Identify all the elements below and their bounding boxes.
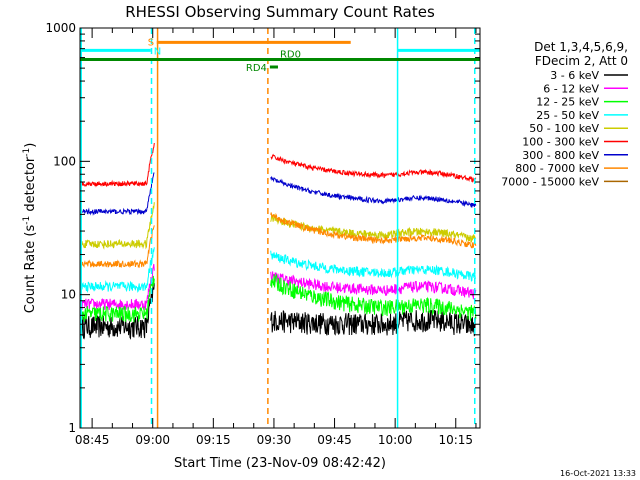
series-line-pre [81,142,155,188]
x-tick-label: 09:15 [196,433,231,447]
legend-entry-label: 12 - 25 keV [536,96,599,109]
series-line-post [270,250,477,282]
legend-entry-label: 50 - 100 keV [529,122,599,135]
y-label-sup-1: -1 [22,216,32,225]
x-tick-label: 09:45 [317,433,352,447]
series-line-post [270,153,477,183]
y-label-part-3: ) [23,143,38,148]
legend-entry-label: 25 - 50 keV [536,109,599,122]
y-label-sup-2: -1 [22,148,32,157]
flag-label: RD0 [280,50,301,61]
series-line-pre [81,225,155,269]
x-tick-label: 10:15 [438,433,473,447]
series-line-post [270,212,477,249]
series-layer [81,142,477,340]
series-line-post [270,309,476,337]
legend-header-line-1: Det 1,3,4,5,6,9, [534,40,628,54]
series-line-pre [82,172,155,216]
legend-entry-label: 100 - 300 keV [522,136,599,149]
legend-entry-label: 3 - 6 keV [550,69,599,82]
x-tick-label: 10:00 [378,433,413,447]
series-line-pre [81,202,155,250]
x-tick-label: 09:00 [135,433,170,447]
plot-frame [79,27,481,429]
axis-layer: 1 10 100 1000 08:45 09:00 09:15 09:30 09:45 10:00… [45,21,480,447]
legend-header-line-2: FDecim 2, Att 0 [535,54,628,68]
y-tick-label: 1 [68,421,76,435]
timestamp: 16-Oct-2021 13:33 [560,469,636,478]
y-tick-label: 10 [61,288,76,302]
series-line-post [270,273,477,321]
y-label-part-2: detector [23,156,38,216]
y-tick-label: 1000 [45,21,76,35]
series-line-pre [81,247,155,294]
y-label-part-1: Count Rate (s [23,225,38,314]
flag-layer: SN RD0 RD4 [80,28,480,428]
x-axis-label: Start Time (23-Nov-09 08:42:42) [174,456,386,471]
y-axis-label: Count Rate (s-1 detector-1) [22,143,38,314]
flag-label: RD4 [246,63,267,74]
legend-entry-label: 800 - 7000 keV [515,162,599,175]
series-line-post [270,271,477,300]
x-tick-label: 09:30 [257,433,292,447]
chart-title: RHESSI Observing Summary Count Rates [125,3,435,21]
y-tick-label: 100 [53,154,76,168]
series-line-pre [81,275,155,323]
flag-label: S [148,37,154,48]
legend-entry-label: 6 - 12 keV [543,82,599,95]
legend-entry-label: 7000 - 15000 keV [501,175,599,188]
series-line-post [270,175,477,208]
series-line-pre [81,283,155,340]
legend: Det 1,3,4,5,6,9, FDecim 2, Att 0 3 - 6 k… [501,40,628,188]
flag-label: N [154,46,161,57]
legend-entry-label: 300 - 800 keV [522,149,599,162]
x-tick-label: 08:45 [75,433,110,447]
